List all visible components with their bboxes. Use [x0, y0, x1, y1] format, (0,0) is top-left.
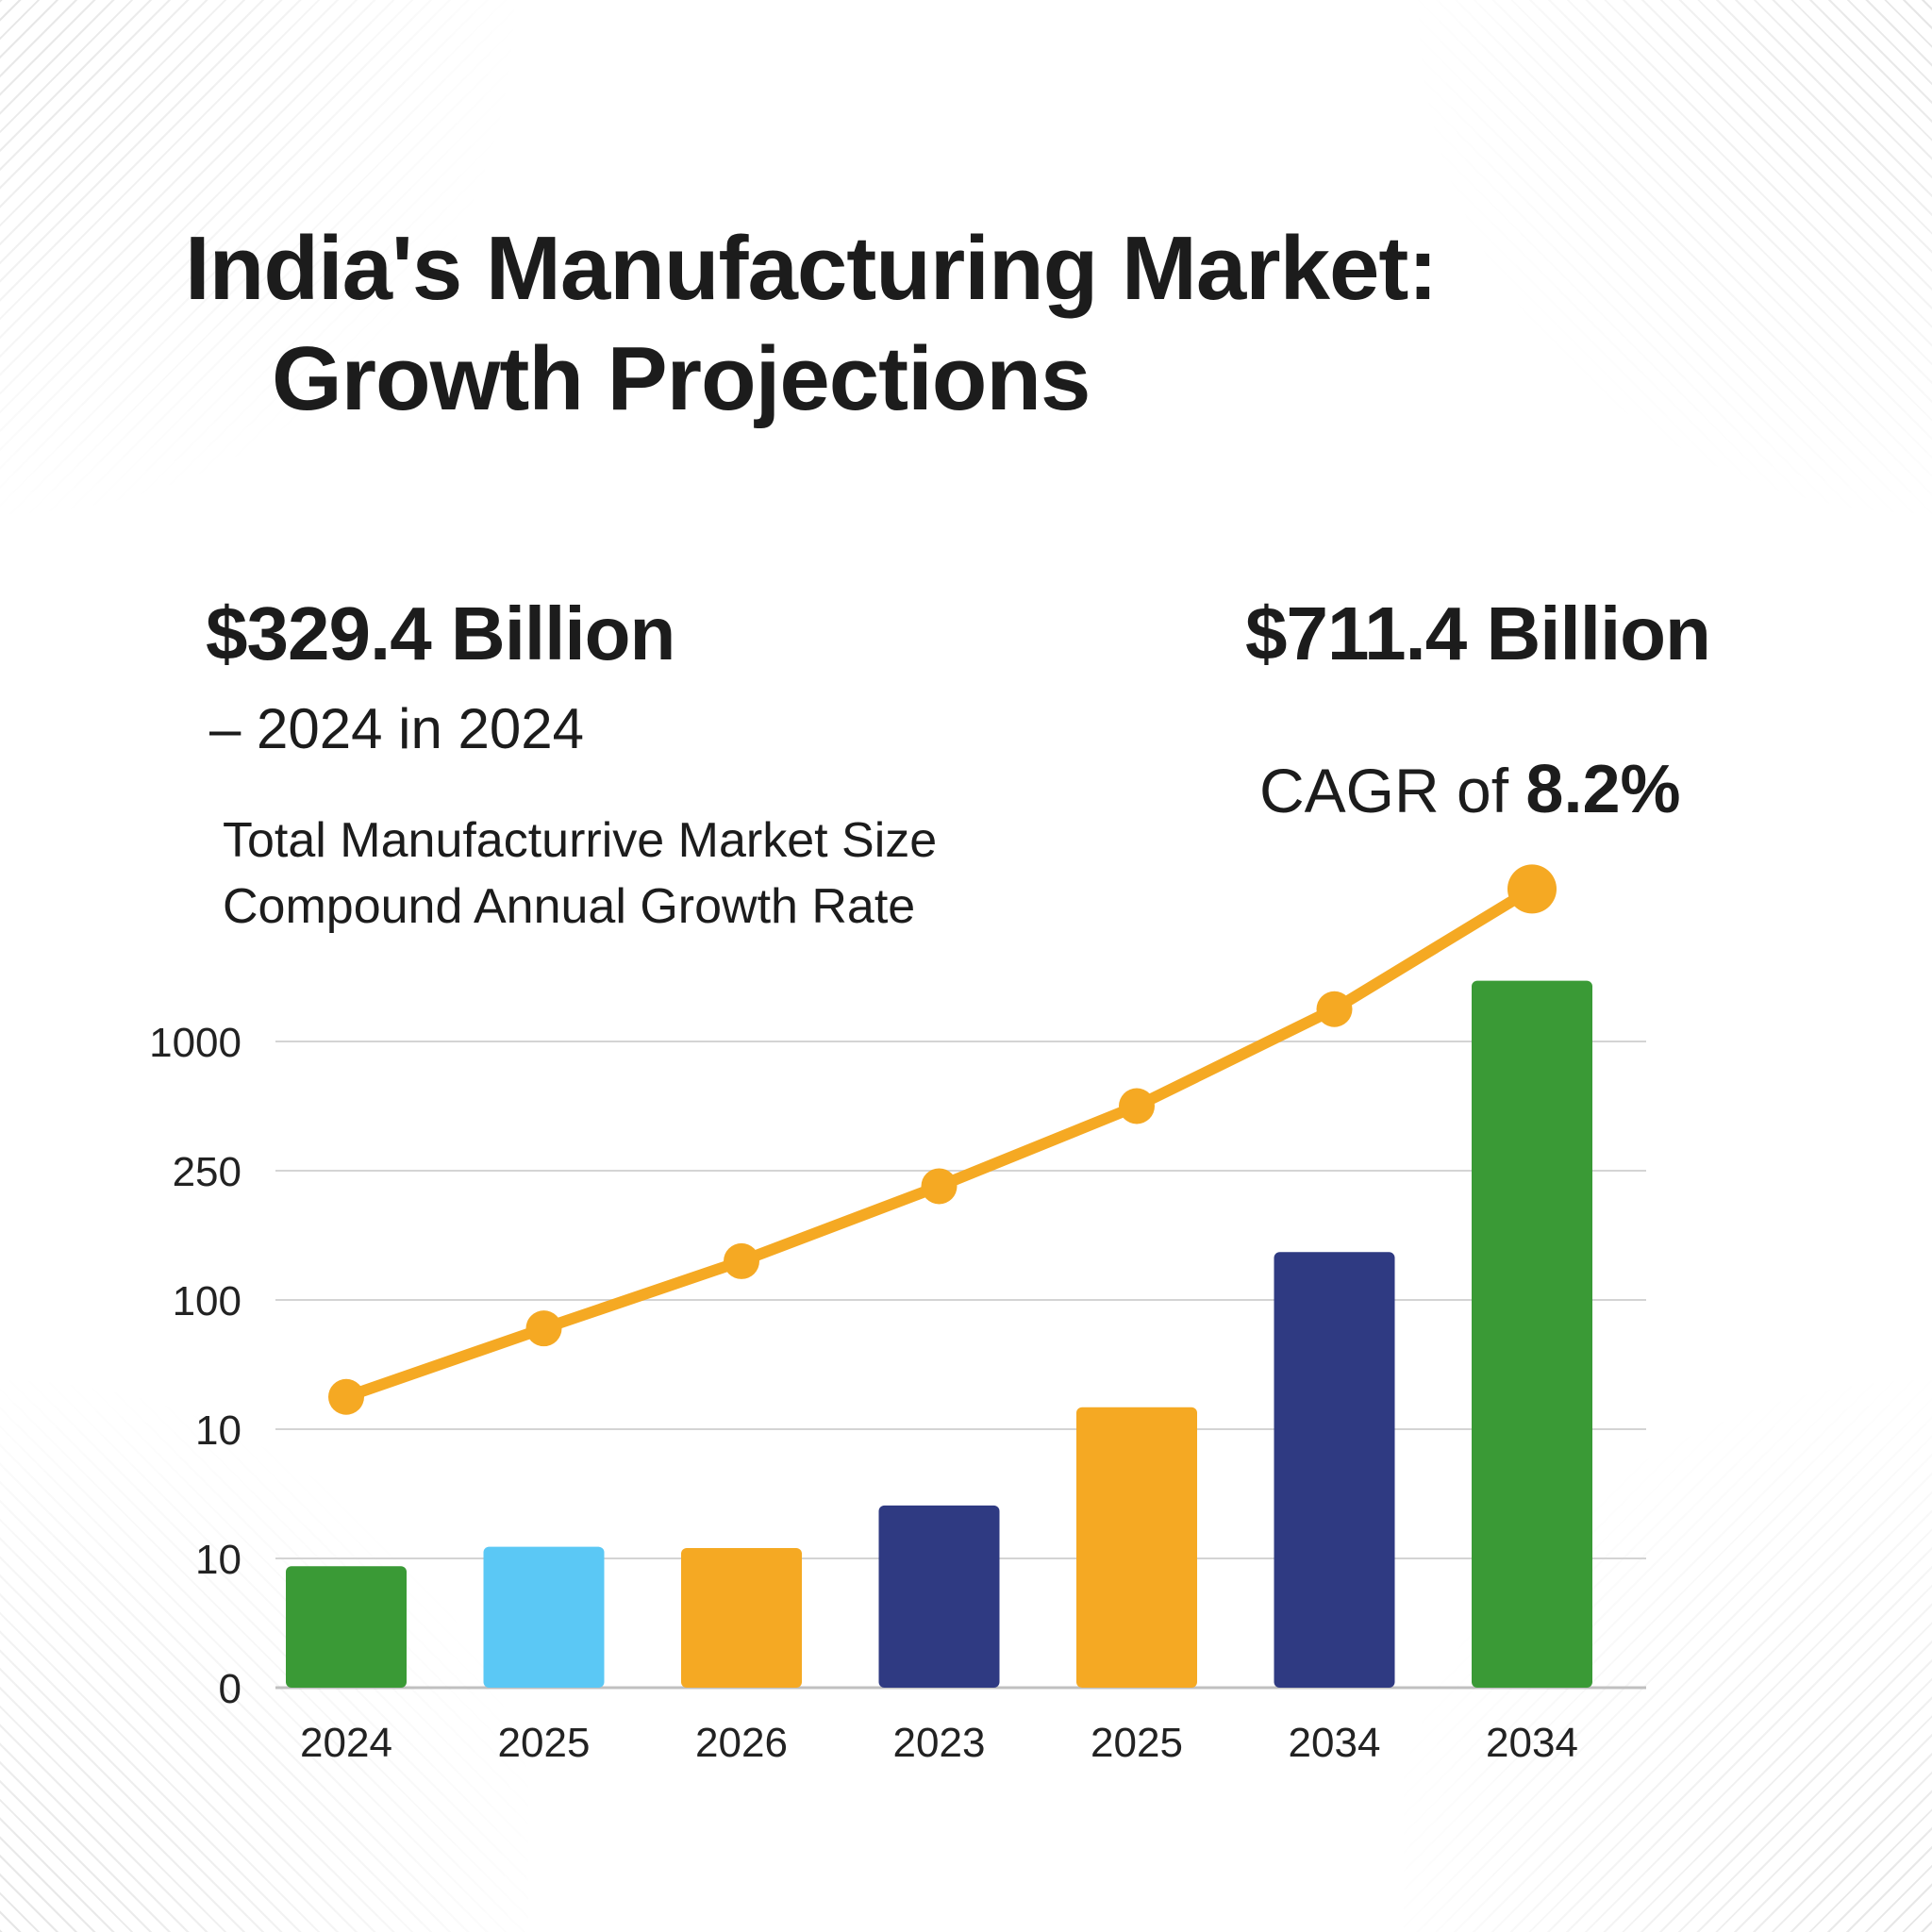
bar	[878, 1505, 1000, 1688]
bar	[483, 1546, 605, 1688]
y-tick-label: 10	[195, 1537, 242, 1583]
description: Total Manufacturrive Market Size Compoun…	[223, 808, 937, 940]
trend-point	[525, 1310, 562, 1347]
trend-point	[1119, 1088, 1155, 1124]
market-size-projected-value: $711.4 Billion	[1245, 591, 1711, 675]
market-size-2024-subtitle: – 2024 in 2024	[209, 697, 585, 760]
bar	[1274, 1252, 1395, 1688]
cagr-value: 8.2%	[1525, 752, 1681, 827]
x-tick-label: 2026	[695, 1720, 788, 1766]
y-tick-label: 10	[195, 1407, 242, 1454]
title-line-2: Growth Projections	[272, 328, 1091, 430]
x-tick-label: 2034	[1486, 1720, 1578, 1766]
trend-point	[328, 1378, 364, 1415]
cagr-prefix: CAGR of	[1259, 756, 1526, 825]
market-size-2024-value: $329.4 Billion	[206, 591, 675, 675]
y-tick-label: 250	[173, 1149, 242, 1195]
x-tick-label: 2034	[1289, 1720, 1381, 1766]
y-tick-label: 1000	[149, 1020, 242, 1066]
description-line-2: Compound Annual Growth Rate	[223, 879, 916, 934]
bar	[1472, 980, 1592, 1688]
trend-point	[724, 1242, 759, 1279]
trend-point	[921, 1168, 958, 1205]
trend-point	[1507, 864, 1557, 914]
trend-point	[1316, 991, 1353, 1027]
x-tick-label: 2025	[498, 1720, 591, 1766]
bar	[1076, 1407, 1197, 1688]
description-line-1: Total Manufacturrive Market Size	[223, 813, 938, 868]
cagr-label: CAGR of 8.2%	[1259, 751, 1681, 828]
bar	[681, 1548, 802, 1688]
y-tick-label: 100	[173, 1278, 242, 1324]
x-tick-label: 2025	[1091, 1720, 1183, 1766]
x-tick-label: 2023	[893, 1720, 986, 1766]
x-tick-label: 2024	[300, 1720, 392, 1766]
y-tick-label: 0	[219, 1666, 242, 1712]
page-title: India's Manufacturing Market: Growth Pro…	[185, 213, 1438, 434]
bar	[286, 1566, 407, 1688]
title-line-1: India's Manufacturing Market:	[185, 218, 1438, 319]
